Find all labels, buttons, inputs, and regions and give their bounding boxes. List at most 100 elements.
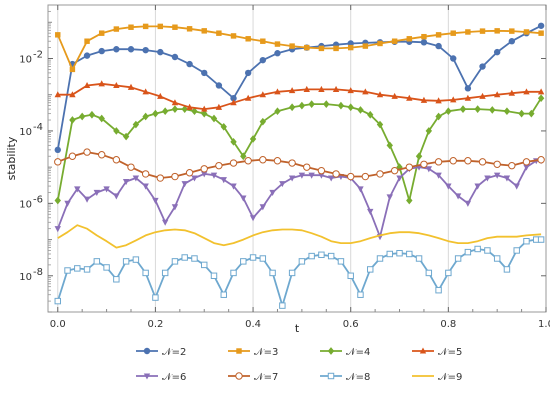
data-point bbox=[68, 152, 77, 160]
data-point bbox=[318, 45, 325, 52]
data-point bbox=[54, 91, 61, 98]
data-point bbox=[142, 183, 149, 190]
data-point bbox=[503, 107, 511, 116]
y-tick-label: 10 bbox=[19, 127, 32, 138]
y-tick-exponent: -6 bbox=[33, 194, 43, 205]
data-point bbox=[93, 258, 101, 265]
data-point bbox=[113, 26, 120, 32]
data-point bbox=[201, 28, 207, 34]
data-point bbox=[376, 170, 384, 178]
data-point bbox=[244, 94, 252, 101]
data-point bbox=[425, 269, 433, 277]
data-point bbox=[113, 193, 120, 200]
data-point bbox=[435, 32, 442, 38]
data-point bbox=[396, 249, 403, 257]
data-point bbox=[298, 258, 306, 265]
data-point bbox=[161, 107, 169, 116]
data-point bbox=[83, 196, 91, 203]
data-point bbox=[240, 195, 247, 202]
data-point bbox=[142, 88, 149, 95]
data-point bbox=[161, 219, 169, 226]
legend-swatch-marker bbox=[327, 372, 335, 380]
x-tick-label: 0.8 bbox=[440, 319, 456, 330]
data-point bbox=[141, 170, 150, 178]
data-point bbox=[537, 88, 545, 95]
data-point bbox=[98, 80, 105, 87]
legend-item: 𝒩=9 bbox=[412, 372, 462, 383]
data-point bbox=[230, 183, 237, 190]
data-point bbox=[259, 255, 267, 262]
data-point bbox=[435, 42, 442, 50]
data-point bbox=[288, 103, 296, 112]
data-point bbox=[201, 105, 208, 112]
data-point bbox=[127, 163, 135, 171]
data-point bbox=[523, 238, 530, 245]
data-point bbox=[215, 103, 223, 110]
data-point bbox=[454, 255, 462, 262]
data-point bbox=[508, 89, 516, 96]
data-point bbox=[142, 112, 149, 121]
legend-item: 𝒩=6 bbox=[136, 372, 186, 383]
data-point bbox=[274, 107, 281, 116]
data-point bbox=[98, 30, 105, 36]
data-point bbox=[171, 258, 179, 265]
data-point bbox=[274, 88, 281, 95]
data-point bbox=[171, 105, 179, 113]
data-point bbox=[415, 152, 423, 161]
data-point bbox=[122, 132, 130, 141]
data-point bbox=[420, 39, 428, 46]
legend-item: 𝒩=4 bbox=[320, 347, 370, 358]
data-point bbox=[113, 46, 120, 53]
legend-swatch-marker bbox=[235, 372, 243, 380]
data-point bbox=[478, 158, 487, 166]
series-line bbox=[57, 224, 542, 249]
data-point bbox=[244, 69, 252, 77]
data-point bbox=[367, 208, 374, 215]
data-point bbox=[201, 261, 208, 269]
y-tick-label: 10 bbox=[19, 54, 32, 65]
data-point bbox=[171, 53, 179, 61]
data-point bbox=[445, 269, 452, 277]
data-point bbox=[55, 32, 61, 38]
data-point bbox=[54, 146, 61, 154]
data-point bbox=[298, 172, 306, 179]
data-point bbox=[347, 44, 354, 51]
data-point bbox=[308, 172, 315, 179]
data-point bbox=[269, 189, 276, 196]
data-point bbox=[464, 85, 472, 92]
data-point bbox=[454, 193, 462, 200]
data-point bbox=[445, 107, 452, 116]
data-point bbox=[122, 178, 130, 186]
data-point bbox=[538, 30, 544, 36]
data-point bbox=[337, 101, 345, 110]
data-point bbox=[318, 172, 325, 179]
data-point bbox=[274, 41, 281, 47]
data-point bbox=[347, 272, 354, 280]
legend-label: 𝒩=2 bbox=[162, 347, 186, 358]
legend-item: 𝒩=8 bbox=[320, 372, 370, 383]
data-point bbox=[69, 116, 76, 124]
data-point bbox=[142, 23, 149, 30]
data-point bbox=[230, 99, 237, 106]
tick-layer: 0.00.20.40.60.81.010-810-610-410-2 bbox=[19, 5, 550, 330]
data-point bbox=[464, 157, 472, 165]
data-point bbox=[367, 266, 374, 273]
data-point bbox=[386, 250, 393, 258]
data-point bbox=[367, 110, 374, 119]
data-point bbox=[523, 164, 530, 171]
data-point bbox=[220, 122, 227, 131]
data-point bbox=[279, 302, 286, 309]
data-point bbox=[493, 48, 501, 56]
legend-label: 𝒩=7 bbox=[254, 372, 278, 383]
data-point bbox=[171, 204, 179, 211]
data-point bbox=[357, 106, 364, 114]
data-point bbox=[191, 107, 198, 116]
data-point bbox=[156, 174, 164, 182]
data-point bbox=[78, 112, 86, 121]
data-point bbox=[249, 254, 257, 261]
data-point bbox=[304, 44, 310, 51]
data-point bbox=[513, 183, 520, 190]
data-point bbox=[220, 177, 227, 184]
data-point bbox=[303, 163, 311, 171]
data-point bbox=[152, 109, 159, 118]
